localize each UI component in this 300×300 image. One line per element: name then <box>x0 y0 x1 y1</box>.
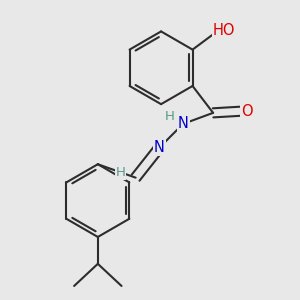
Text: N: N <box>154 140 165 155</box>
Text: H: H <box>165 110 175 122</box>
Text: O: O <box>241 104 253 119</box>
Text: H: H <box>116 167 125 179</box>
Text: HO: HO <box>213 23 236 38</box>
Text: N: N <box>178 116 188 131</box>
